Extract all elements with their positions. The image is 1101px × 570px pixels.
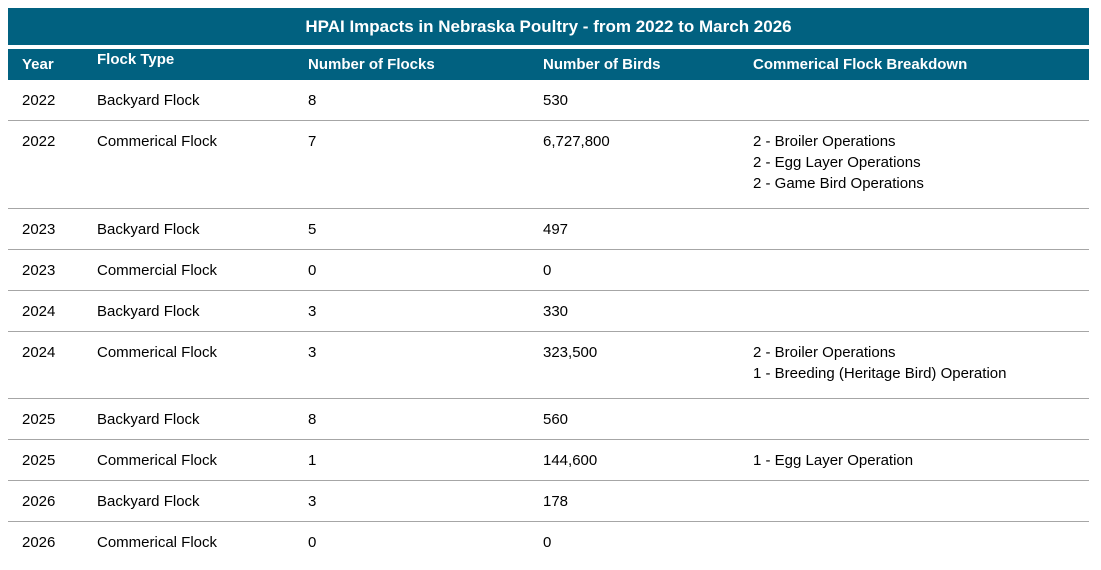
num-birds-cell: 178 [543,493,569,510]
breakdown-line: 2 - Broiler Operations [753,344,896,361]
flock-type-cell: Commerical Flock [97,534,218,551]
breakdown-line: 2 - Egg Layer Operations [753,154,921,171]
num-flocks-cell: 0 [308,534,317,551]
col-header-number-of-flocks: Number of Flocks [308,49,543,80]
num-flocks-cell: 3 [308,303,317,320]
col-header-flock-type: Flock Type [97,49,308,80]
breakdown-cell [753,399,1089,440]
breakdown-cell [753,80,1089,121]
breakdown-cell: 1 - Egg Layer Operation [753,440,1089,481]
table-row: 2025 Commerical Flock 1 144,600 1 - Egg … [8,440,1089,481]
flock-type-cell: Commerical Flock [97,344,218,361]
year-cell: 2023 [22,262,56,279]
table-title: HPAI Impacts in Nebraska Poultry - from … [8,8,1089,45]
num-birds-cell: 0 [543,534,552,551]
year-cell: 2026 [22,493,56,510]
num-flocks-cell: 8 [308,92,317,109]
num-flocks-cell: 5 [308,221,317,238]
flock-type-cell: Commerical Flock [97,452,218,469]
num-birds-cell: 330 [543,303,569,320]
col-header-flock-type-label: Flock Type [97,51,175,68]
num-flocks-cell: 7 [308,133,317,150]
num-birds-cell: 530 [543,92,569,109]
flock-type-cell: Backyard Flock [97,303,200,320]
breakdown-cell [753,250,1089,291]
num-birds-cell: 0 [543,262,552,279]
year-cell: 2022 [22,92,56,109]
num-birds-cell: 144,600 [543,452,598,469]
breakdown-cell [753,209,1089,250]
num-flocks-cell: 8 [308,411,317,428]
breakdown-cell: 2 - Broiler Operations 1 - Breeding (Her… [753,332,1089,399]
breakdown-line: 1 - Egg Layer Operation [753,452,914,469]
year-cell: 2023 [22,221,56,238]
breakdown-line: 2 - Broiler Operations [753,133,896,150]
col-header-number-of-birds: Number of Birds [543,49,753,80]
table-row: 2024 Backyard Flock 3 330 [8,291,1089,332]
year-cell: 2025 [22,452,56,469]
num-birds-cell: 323,500 [543,344,598,361]
flock-type-cell: Backyard Flock [97,493,200,510]
num-flocks-cell: 3 [308,344,317,361]
year-cell: 2024 [22,303,56,320]
flock-type-cell: Backyard Flock [97,92,200,109]
header-row: Year Flock Type Number of Flocks Number … [8,49,1089,80]
year-cell: 2024 [22,344,56,361]
breakdown-cell [753,481,1089,522]
breakdown-line: 1 - Breeding (Heritage Bird) Operation [753,365,1007,382]
col-header-commerical-flock-breakdown: Commerical Flock Breakdown [753,49,1089,80]
flock-type-cell: Commerical Flock [97,133,218,150]
flock-type-cell: Commercial Flock [97,262,218,279]
year-cell: 2022 [22,133,56,150]
num-birds-cell: 560 [543,411,569,428]
table-row: 2022 Backyard Flock 8 530 [8,80,1089,121]
table-row: 2026 Backyard Flock 3 178 [8,481,1089,522]
flock-type-cell: Backyard Flock [97,221,200,238]
num-flocks-cell: 0 [308,262,317,279]
table-row: 2025 Backyard Flock 8 560 [8,399,1089,440]
table-row: 2024 Commerical Flock 3 323,500 2 - Broi… [8,332,1089,399]
num-flocks-cell: 1 [308,452,317,469]
breakdown-line: 2 - Game Bird Operations [753,175,924,192]
table-row: 2023 Backyard Flock 5 497 [8,209,1089,250]
num-birds-cell: 497 [543,221,569,238]
breakdown-cell [753,522,1089,563]
table-row: 2023 Commercial Flock 0 0 [8,250,1089,291]
table-row: 2022 Commerical Flock 7 6,727,800 2 - Br… [8,121,1089,209]
num-flocks-cell: 3 [308,493,317,510]
flock-type-cell: Backyard Flock [97,411,200,428]
year-cell: 2025 [22,411,56,428]
num-birds-cell: 6,727,800 [543,133,610,150]
year-cell: 2026 [22,534,56,551]
breakdown-cell: 2 - Broiler Operations 2 - Egg Layer Ope… [753,121,1089,209]
col-header-year: Year [8,49,97,80]
table-row: 2026 Commerical Flock 0 0 [8,522,1089,563]
breakdown-cell [753,291,1089,332]
hpai-impacts-table: Year Flock Type Number of Flocks Number … [8,49,1089,562]
